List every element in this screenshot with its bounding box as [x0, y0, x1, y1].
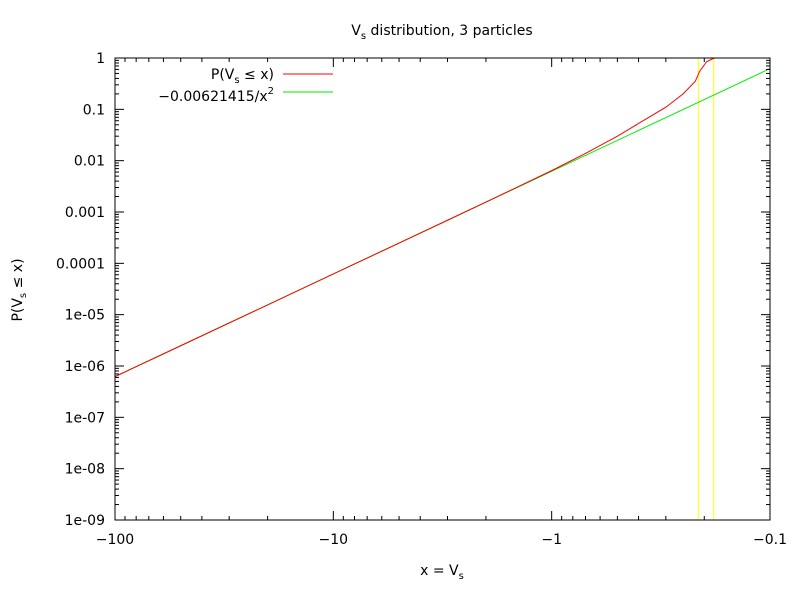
y-tick-label: 0.01 — [74, 154, 105, 170]
chart-title: Vs distribution, 3 particles — [351, 23, 532, 42]
y-tick-label: 1e-05 — [65, 308, 105, 324]
y-tick-label: 0.1 — [83, 102, 105, 118]
legend-label-series-0: P(Vs ≤ x) — [211, 67, 274, 86]
y-tick-label: 0.001 — [65, 205, 105, 221]
series-layer — [114, 57, 771, 378]
y-axis: 1 0.1 0.01 0.001 0.0001 1e-05 1e-06 1e-07 1e-08 1… — [56, 51, 770, 529]
x-tick-label: −1 — [541, 532, 562, 548]
y-tick-label: 1e-09 — [65, 513, 105, 529]
vertical-markers — [697, 58, 715, 520]
y-tick-label: 0.0001 — [56, 256, 105, 272]
x-axis-label: x = Vs — [420, 563, 464, 582]
y-tick-label: 1e-08 — [65, 462, 105, 478]
series-line-0 — [114, 57, 715, 378]
y-tick-label: 1e-06 — [65, 359, 105, 375]
legend-label-series-1: −0.00621415/x2 — [158, 86, 274, 105]
x-tick-label: −10 — [319, 532, 349, 548]
legend: P(Vs ≤ x) −0.00621415/x2 — [158, 67, 333, 105]
x-tick-label: −100 — [96, 532, 134, 548]
x-axis: −100 −10 −1 −0.1 — [96, 58, 787, 548]
x-tick-label: −0.1 — [753, 532, 787, 548]
y-tick-label: 1e-07 — [65, 410, 105, 426]
plot-frame — [114, 57, 771, 521]
y-tick-label: 1 — [96, 51, 105, 67]
y-axis-label: P(Vs ≤ x) — [10, 258, 29, 321]
